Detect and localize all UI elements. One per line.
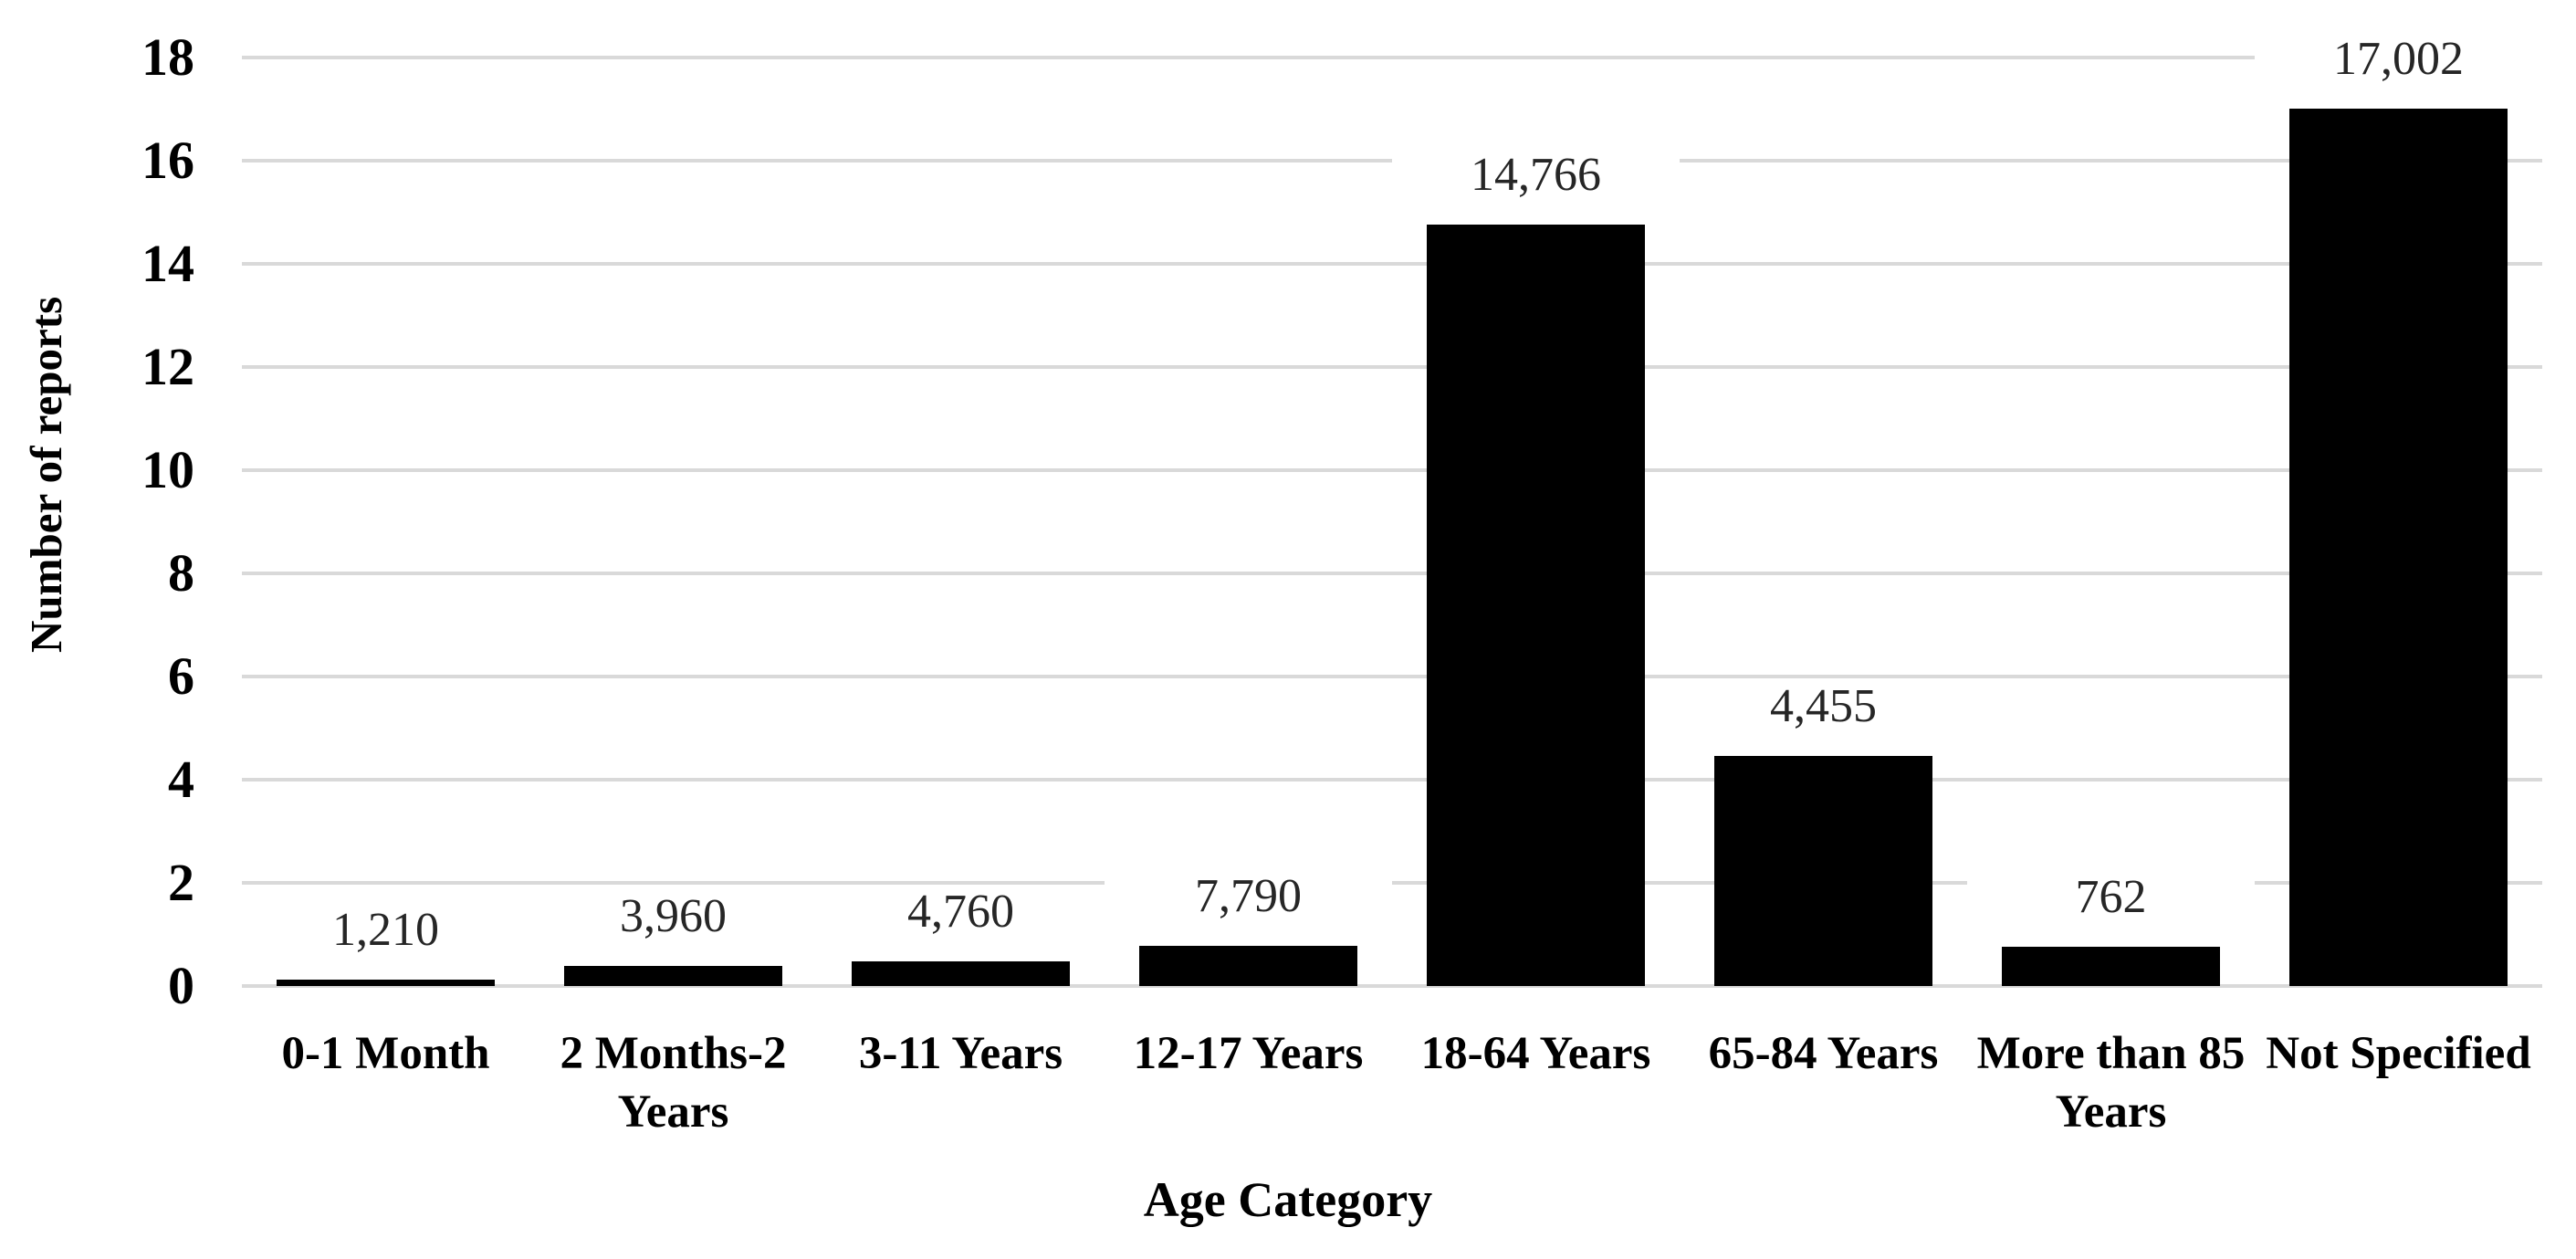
x-category-label: 0-1 Month <box>281 1028 490 1079</box>
y-tick-label-14: 14 <box>141 234 194 293</box>
bar-value-label: 4,760 <box>817 886 1105 939</box>
bar-column-5: 4,455 <box>1680 58 1967 986</box>
gridline-y-2 <box>242 881 2542 885</box>
bar-value-label: 1,210 <box>242 904 529 958</box>
gridline-y-10 <box>242 468 2542 472</box>
y-tick-label-18: 18 <box>141 27 194 87</box>
gridline-y-0 <box>242 984 2542 988</box>
bar-value-label: 14,766 <box>1392 148 1680 202</box>
gridline-y-4 <box>242 778 2542 782</box>
y-tick-label-6: 6 <box>168 646 194 706</box>
x-category-label: 2 Months-2 Years <box>560 1028 787 1138</box>
bar-column-2: 4,760 <box>817 58 1105 986</box>
bar-column-0: 1,210 <box>242 58 529 986</box>
bar <box>564 965 782 986</box>
x-category-label: 18-64 Years <box>1420 1028 1651 1079</box>
bar <box>852 961 1070 986</box>
bar-value-label: 7,790 <box>1105 870 1392 923</box>
bar-value-label: 762 <box>1967 870 2255 924</box>
bar-value-label: 17,002 <box>2255 33 2542 87</box>
bar <box>277 980 495 986</box>
y-tick-label-8: 8 <box>168 543 194 603</box>
bar <box>2002 946 2220 986</box>
y-tick-label-0: 0 <box>168 956 194 1015</box>
gridline-y-8 <box>242 572 2542 575</box>
bar-column-6: 762 <box>1967 58 2255 986</box>
gridline-y-14 <box>242 262 2542 266</box>
x-category-label: 12-17 Years <box>1133 1028 1364 1079</box>
y-tick-label-2: 2 <box>168 853 194 912</box>
bar-column-7: 17,002 <box>2255 33 2542 986</box>
bar-value-label: 3,960 <box>529 889 817 943</box>
y-tick-label-16: 16 <box>141 131 194 190</box>
x-category-label: Not Specified <box>2266 1028 2531 1079</box>
bar <box>2289 109 2508 986</box>
gridline-y-6 <box>242 675 2542 678</box>
bar-value-label: 4,455 <box>1680 680 1967 734</box>
bar-column-4: 14,766 <box>1392 58 1680 986</box>
bar <box>1427 224 1645 986</box>
x-category-label: More than 85 Years <box>1976 1028 2246 1138</box>
x-category-label: 65-84 Years <box>1708 1028 1939 1079</box>
y-tick-label-4: 4 <box>168 750 194 809</box>
plot-area: 1,210 3,960 4,760 7,790 14,766 4,455 762 17,002 <box>242 33 2542 988</box>
gridline-y-18 <box>242 56 2542 59</box>
bar <box>1139 946 1357 986</box>
x-category-label: 3-11 Years <box>858 1028 1063 1079</box>
bar-column-1: 3,960 <box>529 58 817 986</box>
bar-column-3: 7,790 <box>1105 58 1392 986</box>
y-tick-label-10: 10 <box>141 440 194 499</box>
bar <box>1714 756 1932 986</box>
gridline-y-12 <box>242 365 2542 369</box>
y-tick-label-12: 12 <box>141 337 194 396</box>
x-axis-title: Age Category <box>1143 1172 1433 1227</box>
